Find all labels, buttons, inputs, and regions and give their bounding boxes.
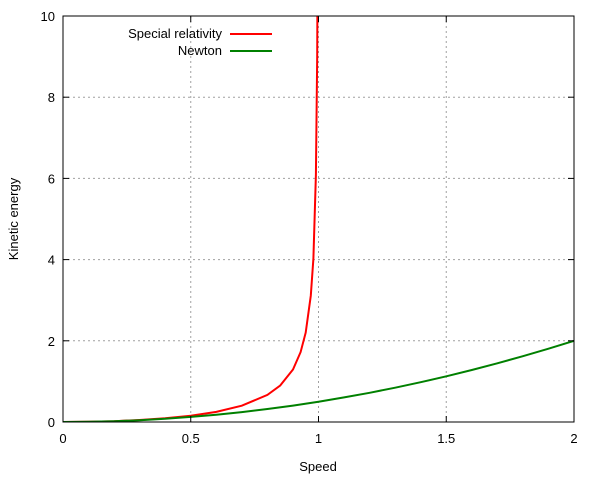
ticks: 0 0.5 1 1.5 2 0 2 4 6 8 10	[41, 9, 578, 446]
y-axis-label: Kinetic energy	[6, 177, 21, 260]
series-group	[63, 16, 574, 422]
x-tick-label: 0	[59, 431, 66, 446]
x-tick-label: 1	[315, 431, 322, 446]
grid	[63, 16, 574, 422]
y-tick-label: 2	[48, 334, 55, 349]
x-axis-label: Speed	[299, 459, 337, 474]
y-tick-label: 10	[41, 9, 55, 24]
y-tick-label: 0	[48, 415, 55, 430]
legend-label-newton: Newton	[178, 43, 222, 58]
y-tick-label: 4	[48, 253, 55, 268]
y-tick-label: 8	[48, 90, 55, 105]
series-line-newton	[63, 339, 574, 422]
legend: Special relativity Newton	[128, 26, 272, 58]
y-tick-label: 6	[48, 171, 55, 186]
x-tick-label: 2	[570, 431, 577, 446]
x-tick-label: 1.5	[437, 431, 455, 446]
legend-label-special-relativity: Special relativity	[128, 26, 222, 41]
x-tick-label: 0.5	[182, 431, 200, 446]
